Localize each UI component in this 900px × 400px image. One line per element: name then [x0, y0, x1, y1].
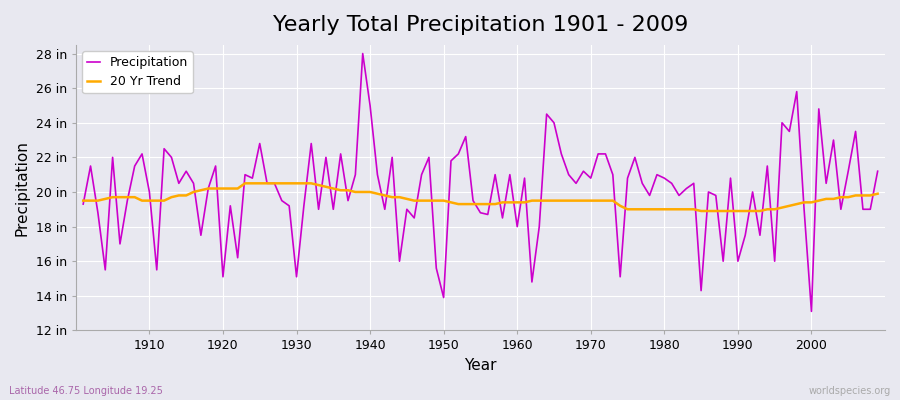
Line: Precipitation: Precipitation: [83, 54, 878, 311]
Text: Latitude 46.75 Longitude 19.25: Latitude 46.75 Longitude 19.25: [9, 386, 163, 396]
Precipitation: [512, 224, 523, 229]
Precipitation: [519, 176, 530, 180]
Text: worldspecies.org: worldspecies.org: [809, 386, 891, 396]
20 Yr Trend: [350, 190, 361, 194]
Precipitation: [806, 309, 817, 314]
20 Yr Trend: [77, 198, 88, 203]
Precipitation: [77, 202, 88, 206]
Precipitation: [137, 152, 148, 156]
Precipitation: [343, 198, 354, 203]
20 Yr Trend: [872, 191, 883, 196]
Y-axis label: Precipitation: Precipitation: [15, 140, 30, 236]
X-axis label: Year: Year: [464, 358, 497, 373]
20 Yr Trend: [608, 198, 618, 203]
20 Yr Trend: [512, 200, 523, 205]
Precipitation: [357, 51, 368, 56]
20 Yr Trend: [306, 181, 317, 186]
Title: Yearly Total Precipitation 1901 - 2009: Yearly Total Precipitation 1901 - 2009: [273, 15, 688, 35]
20 Yr Trend: [239, 181, 250, 186]
20 Yr Trend: [696, 209, 706, 214]
Line: 20 Yr Trend: 20 Yr Trend: [83, 183, 878, 211]
20 Yr Trend: [519, 200, 530, 205]
Legend: Precipitation, 20 Yr Trend: Precipitation, 20 Yr Trend: [82, 51, 193, 93]
20 Yr Trend: [137, 198, 148, 203]
Precipitation: [299, 204, 310, 208]
Precipitation: [608, 172, 618, 177]
Precipitation: [872, 169, 883, 174]
